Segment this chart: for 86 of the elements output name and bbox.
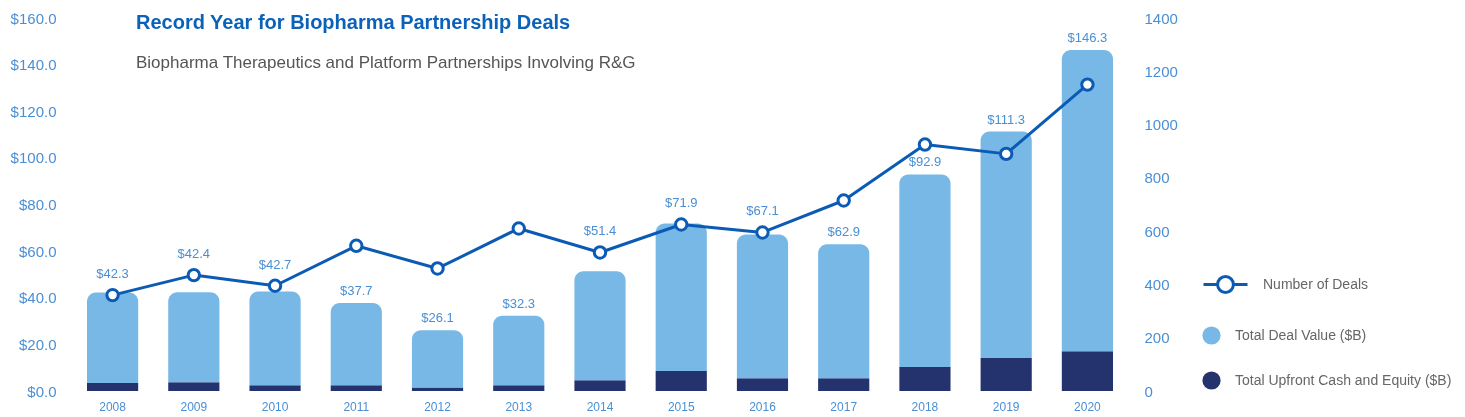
- bar: [493, 385, 545, 391]
- bar: [818, 244, 870, 379]
- point: [917, 137, 933, 152]
- point: [511, 221, 526, 236]
- total-label: $32.3: [502, 295, 536, 311]
- total-label: $111.3: [987, 111, 1026, 127]
- y-tick-label: $40.0: [18, 289, 57, 307]
- bar: [655, 370, 707, 391]
- bar: [168, 382, 220, 391]
- total-label: $92.9: [908, 154, 942, 170]
- y2-tick-label: 600: [1144, 222, 1170, 240]
- x-tick-label: 2017: [830, 399, 858, 414]
- point: [349, 238, 364, 253]
- x-tick-label: 2019: [992, 399, 1020, 414]
- bar: [818, 378, 870, 391]
- y-tick-label: $80.0: [18, 196, 57, 213]
- total-label: $51.4: [583, 223, 617, 239]
- x-tick-label: 2013: [505, 399, 533, 414]
- total-label: $71.9: [664, 195, 698, 211]
- text: Biopharma Therapeutics and Platform Partnerships Involving R&G: [136, 53, 636, 72]
- bar: [899, 174, 951, 367]
- legend-label: Total Deal Value ($B): [1235, 326, 1367, 343]
- total-label: $26.1: [421, 310, 454, 326]
- y2-tick-label: 400: [1144, 275, 1170, 293]
- y-tick-label: $120.0: [10, 102, 57, 120]
- bar: [411, 330, 464, 388]
- total-label: $37.7: [340, 283, 373, 299]
- point: [836, 193, 851, 208]
- legend-label: Total Upfront Cash and Equity ($B): [1235, 371, 1452, 388]
- bar: [330, 385, 382, 391]
- bar: [330, 303, 382, 386]
- y-tick-label: $140.0: [10, 56, 57, 74]
- bar: [574, 380, 626, 391]
- x-tick-label: 2014: [586, 399, 614, 414]
- point: [674, 217, 689, 232]
- bar: [980, 131, 1032, 358]
- bar: [899, 366, 951, 391]
- bar: [493, 315, 545, 386]
- bar: [980, 357, 1032, 391]
- total-label: $42.4: [177, 246, 211, 262]
- bar: [1061, 351, 1113, 391]
- point: [755, 225, 770, 240]
- y2-tick-label: 1000: [1144, 116, 1178, 134]
- bar: [655, 223, 707, 371]
- x-tick-label: 2012: [424, 399, 452, 414]
- point: [186, 267, 202, 283]
- x-tick-label: 2011: [343, 399, 370, 414]
- legend-label: Number of Deals: [1263, 275, 1369, 292]
- bar: [736, 234, 789, 379]
- total-label: $62.9: [827, 224, 860, 240]
- total-label: $67.1: [746, 203, 779, 219]
- total-label: $146.3: [1067, 29, 1108, 45]
- y-tick-label: $160.0: [10, 9, 57, 27]
- point: [592, 245, 608, 260]
- point: [1080, 77, 1095, 92]
- point: [998, 146, 1014, 162]
- bar: [574, 271, 626, 381]
- bar: [249, 385, 301, 391]
- bar: [87, 383, 139, 391]
- point: [267, 278, 283, 293]
- bar: [87, 292, 139, 384]
- bar: [1061, 49, 1113, 352]
- y-tick-label: $100.0: [10, 149, 57, 167]
- y2-tick-label: 1200: [1144, 62, 1178, 80]
- x-tick-label: 2008: [99, 399, 127, 414]
- x-tick-label: 2020: [1074, 399, 1102, 414]
- y-tick-label: $20.0: [18, 335, 57, 353]
- y2-tick-label: 1400: [1144, 9, 1178, 27]
- bar: [168, 292, 220, 383]
- y-tick-label: $0.0: [27, 382, 57, 400]
- x-tick-label: 2009: [180, 399, 208, 414]
- total-label: $42.7: [258, 256, 292, 272]
- x-tick-label: 2015: [667, 399, 695, 414]
- bar: [249, 291, 301, 386]
- x-tick-label: 2010: [261, 399, 289, 414]
- total-label: $42.3: [96, 266, 129, 282]
- y-tick-label: $60.0: [18, 242, 57, 260]
- chart-title: Record Year for Biopharma Partnership Deals: [136, 11, 571, 33]
- y2-tick-label: 200: [1144, 329, 1170, 347]
- y2-tick-label: 0: [1144, 382, 1153, 400]
- bar: [736, 378, 789, 391]
- point: [430, 261, 445, 276]
- point: [105, 287, 120, 303]
- x-tick-label: 2018: [911, 399, 939, 414]
- y2-tick-label: 800: [1144, 169, 1170, 187]
- x-tick-label: 2016: [749, 399, 777, 414]
